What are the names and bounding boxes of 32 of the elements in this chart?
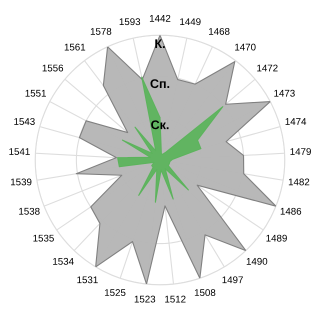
spoke-label: 1539 [11,178,32,186]
spoke-label: 1561 [64,44,86,51]
spoke-label: 1486 [280,208,302,215]
spoke-label: 1556 [42,64,64,72]
y-tick-label: Ск. [151,120,169,130]
spoke-label: 1551 [26,90,46,97]
spoke-label: 1523 [134,296,156,303]
y-tick-label: К. [155,39,165,48]
spoke-label: 1490 [246,258,268,265]
spoke-label: 1472 [257,64,278,72]
spoke-label: 1508 [194,289,216,296]
spoke-label: 1531 [77,276,98,284]
spoke-label: 1470 [235,44,256,51]
spoke-label: 1479 [290,148,311,155]
spoke-label: 1474 [286,118,306,125]
spoke-label: 1541 [9,148,30,155]
spoke-label: 1449 [180,18,201,26]
spoke-label: 1482 [288,178,310,186]
spoke-label: 1442 [150,14,170,22]
spoke-label: 1497 [222,276,243,284]
spoke-label: 1468 [209,28,230,35]
spoke-label: 1538 [19,208,40,215]
spoke-label: 1593 [120,18,140,26]
spoke-label: 1473 [274,90,295,97]
spoke-label: 1489 [266,234,287,242]
spoke-label: 1525 [104,289,126,296]
spoke-label: 1535 [33,234,54,242]
spoke-label: 1543 [14,118,35,125]
spoke-label: 1512 [165,296,186,303]
spoke-label: 1578 [90,28,112,35]
spoke-label: 1534 [53,258,74,265]
y-tick-label: Сп. [150,79,170,88]
